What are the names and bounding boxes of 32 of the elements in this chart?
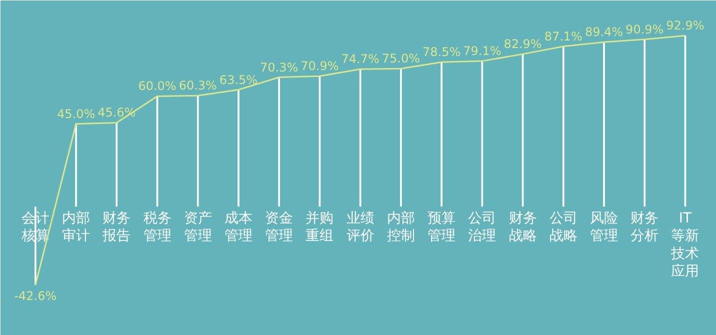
data-label: 75.0% — [382, 52, 420, 66]
data-label: 60.3% — [178, 78, 217, 93]
data-label: 78.5% — [422, 45, 461, 60]
data-label: 45.0% — [56, 106, 96, 121]
x-tick-label: 财务报告 — [102, 210, 131, 244]
data-label: 89.4% — [584, 25, 624, 40]
x-tick-label: 并购重组 — [306, 210, 334, 244]
data-label: 74.7% — [341, 52, 380, 66]
x-tick-label: 资金管理 — [265, 210, 294, 244]
x-tick-label: 资产管理 — [184, 210, 212, 244]
data-label: 87.1% — [544, 29, 582, 44]
x-tick-label: 风险管理 — [590, 210, 618, 244]
data-label: 60.0% — [138, 79, 176, 94]
data-label: 70.9% — [300, 59, 339, 74]
x-tick-label: 财务战略 — [508, 210, 537, 244]
x-tick-label: 内部控制 — [386, 210, 415, 244]
data-label: 79.1% — [463, 44, 502, 58]
x-tick-label: 税务管理 — [143, 210, 172, 244]
data-label: 82.9% — [504, 37, 542, 52]
x-tick-label: 内部审计 — [62, 210, 90, 244]
x-tick-label: 预算管理 — [428, 210, 456, 244]
data-label: 63.5% — [219, 72, 258, 87]
x-tick-label: 财务分析 — [630, 210, 659, 244]
data-label: 92.9% — [666, 18, 704, 33]
data-label: 90.9% — [626, 22, 664, 36]
x-tick-label: 业绩评价 — [346, 210, 374, 244]
x-tick-label: 成本管理 — [224, 210, 252, 244]
data-label: 70.3% — [260, 60, 298, 74]
data-label: -42.6% — [14, 289, 57, 304]
x-tick-label: IT等新技术应用 — [670, 210, 700, 280]
x-tick-label: 公司治理 — [468, 210, 496, 244]
x-tick-label: 公司战略 — [549, 210, 578, 244]
